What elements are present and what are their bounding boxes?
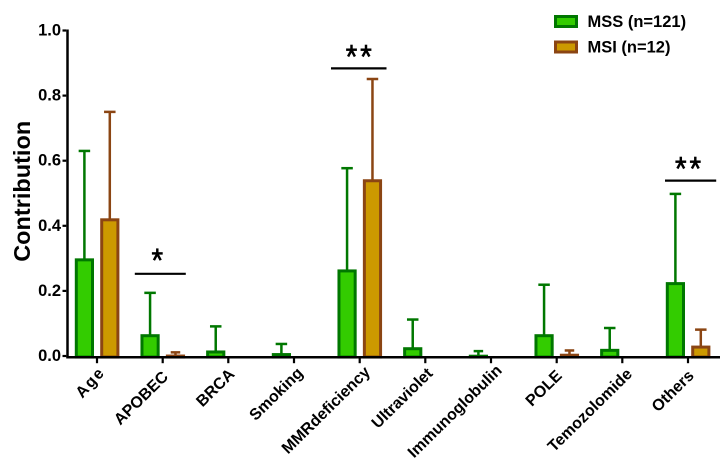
svg-text:1.0: 1.0 [38, 22, 61, 40]
svg-text:Contribution: Contribution [9, 121, 35, 262]
svg-text:Others: Others [649, 367, 698, 415]
svg-text:BRCA: BRCA [193, 366, 238, 411]
svg-text:0.0: 0.0 [38, 347, 61, 365]
svg-text:POLE: POLE [523, 367, 566, 410]
svg-text:Age: Age [73, 364, 109, 401]
svg-text:0.4: 0.4 [38, 217, 62, 235]
svg-text:APOBEC: APOBEC [111, 368, 172, 428]
svg-text:0.8: 0.8 [38, 87, 61, 105]
svg-text:MSI (n=12): MSI (n=12) [588, 39, 671, 57]
svg-text:Ultraviolet: Ultraviolet [369, 365, 437, 432]
svg-text:MSS (n=121): MSS (n=121) [588, 13, 687, 31]
svg-text:0.2: 0.2 [38, 282, 61, 300]
svg-text:0.6: 0.6 [38, 152, 61, 170]
svg-text:Smoking: Smoking [246, 365, 306, 424]
